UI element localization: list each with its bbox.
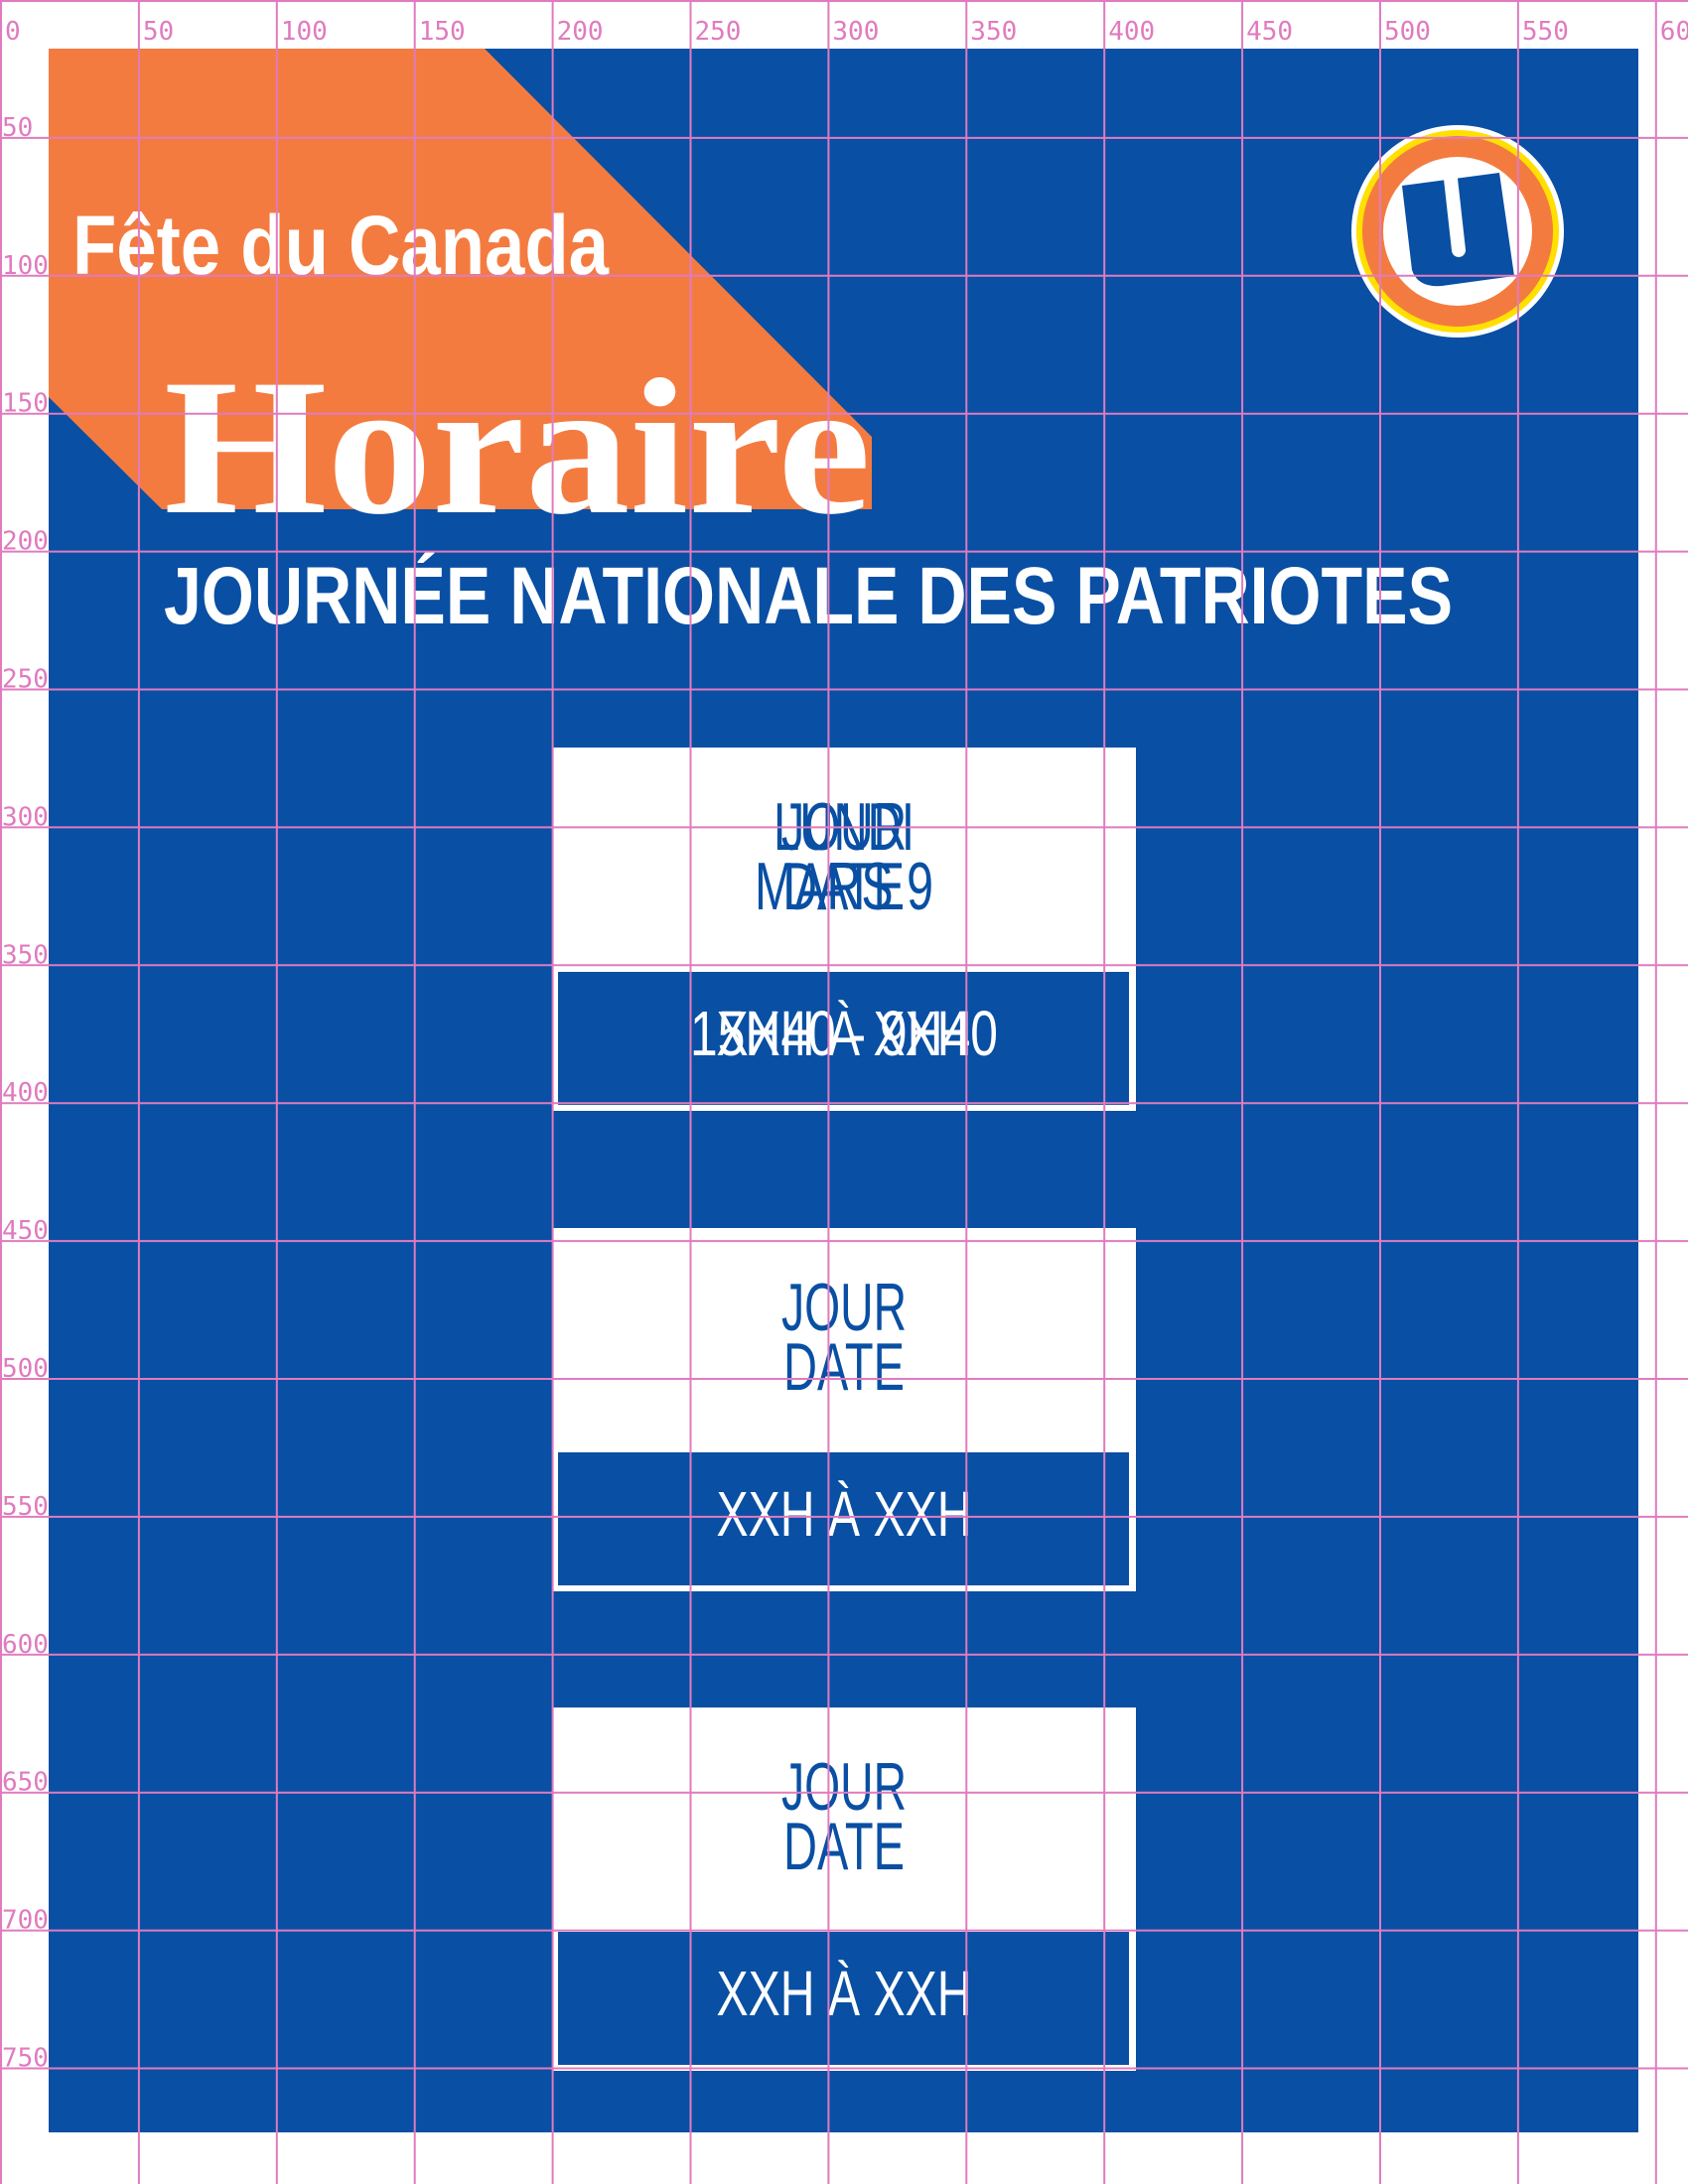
- ruler-label-x: 150: [419, 17, 466, 47]
- date-label: DATE: [783, 1809, 905, 1884]
- ruler-label-y: 750: [2, 2044, 49, 2074]
- ruler-label-y: 300: [2, 802, 49, 832]
- date-label: DATE: [783, 849, 905, 924]
- event-name: Fête du Canada: [72, 199, 610, 292]
- ruler-label-y: 650: [2, 1768, 49, 1798]
- ruler-label-x: 300: [832, 17, 879, 47]
- ruler-label-x: 250: [695, 17, 742, 47]
- date-value: MARS 9: [755, 849, 933, 924]
- page-title: Horaire: [164, 340, 871, 555]
- ruler-label-y: 100: [2, 251, 49, 281]
- ruler-label-x: 50: [143, 17, 174, 47]
- ruler-label-x: 0: [5, 17, 21, 47]
- ruler-label-y: 200: [2, 527, 49, 557]
- ruler-label-y: 400: [2, 1078, 49, 1108]
- ruler-label-y: 50: [2, 113, 33, 143]
- hours-box: [558, 972, 1129, 1105]
- ruler-label-y: 250: [2, 665, 49, 695]
- ruler-label-x: 450: [1246, 17, 1293, 47]
- ruler-label-x: 500: [1384, 17, 1431, 47]
- hours-box: [558, 1452, 1129, 1585]
- hours-placeholder: XXH À XXH: [717, 998, 972, 1069]
- ruler-label-x: 400: [1108, 17, 1155, 47]
- ruler-label-y: 450: [2, 1216, 49, 1246]
- orange-diagonal-band: [49, 49, 872, 509]
- hours-placeholder: XXH À XXH: [717, 1478, 972, 1550]
- ruler-label-y: 350: [2, 940, 49, 970]
- ruler-label-x: 550: [1522, 17, 1569, 47]
- date-label: DATE: [783, 1329, 905, 1405]
- day-label: JOUR: [781, 1270, 907, 1345]
- ruler-label-y: 150: [2, 389, 49, 419]
- ruler-label-y: 600: [2, 1630, 49, 1660]
- ruler-label-x: 100: [281, 17, 328, 47]
- ruler-label-y: 500: [2, 1354, 49, 1384]
- day-label: JOUR: [781, 1749, 907, 1825]
- hours-box: [558, 1932, 1129, 2065]
- hours-value: 15H40 - 9H40: [690, 998, 998, 1069]
- page-subtitle: JOURNÉE NATIONALE DES PATRIOTES: [164, 551, 1453, 641]
- ruler-label-y: 550: [2, 1492, 49, 1522]
- hours-placeholder: XXH À XXH: [717, 1958, 972, 2029]
- u-circle-logo-icon: [1351, 125, 1564, 338]
- ruler-label-x: 200: [557, 17, 604, 47]
- ruler-label-y: 700: [2, 1906, 49, 1936]
- ruler-label-x: 60: [1660, 17, 1688, 47]
- ruler-label-x: 350: [970, 17, 1017, 47]
